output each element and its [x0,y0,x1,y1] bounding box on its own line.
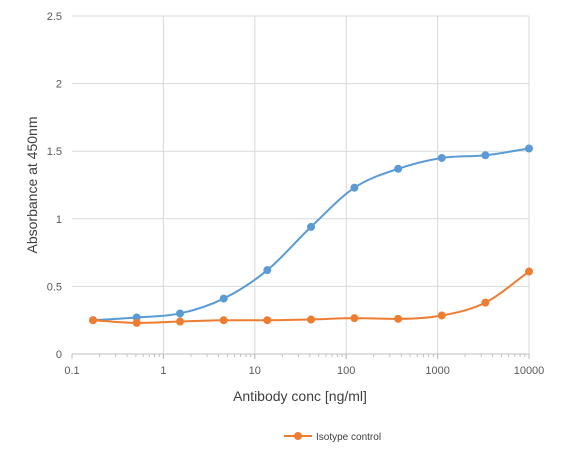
series-1 [89,267,533,327]
axes: 0 0.5 1 1.5 2 2.5 0.1 1 10 100 1000 10000 [47,11,545,377]
series-0 [89,144,533,325]
x-tick-label: 1000 [425,365,449,377]
data-point [350,183,359,192]
x-tick-label: 1 [160,365,166,377]
data-point [394,164,403,173]
data-point [525,144,533,153]
y-tick-label: 1.5 [47,146,62,158]
x-tick-label: 100 [337,365,355,377]
y-tick-label: 0 [56,349,62,361]
data-point [132,318,141,327]
y-tick-label: 2.5 [47,11,62,23]
data-point [176,309,185,318]
y-tick-label: 0.5 [47,281,62,293]
grid [72,15,530,354]
data-point [307,315,316,324]
legend-swatch-marker [294,432,302,440]
data-point [263,266,272,275]
legend-label: Isotype control [316,432,381,443]
data-point [481,151,490,160]
data-point [307,222,316,231]
data-point [437,311,446,320]
x-tick-label: 10 [249,365,261,377]
data-point [219,316,228,325]
series-layer [89,144,533,327]
data-point [350,314,359,323]
data-point [394,314,403,323]
series-line [93,147,530,322]
y-tick-label: 2 [56,79,62,91]
data-point [176,317,185,326]
x-tick-label: 10000 [514,365,545,377]
legend: Isotype control [284,432,381,443]
data-point [263,316,272,325]
y-axis-title: Absorbance at 450nm [24,117,40,254]
data-point [219,294,228,303]
data-point [481,298,490,307]
data-point [89,316,98,325]
data-point [525,267,533,276]
x-axis-title: Antibody conc [ng/ml] [233,388,367,404]
y-tick-label: 1 [56,214,62,226]
data-point [437,153,446,162]
x-tick-label: 0.1 [64,365,79,377]
